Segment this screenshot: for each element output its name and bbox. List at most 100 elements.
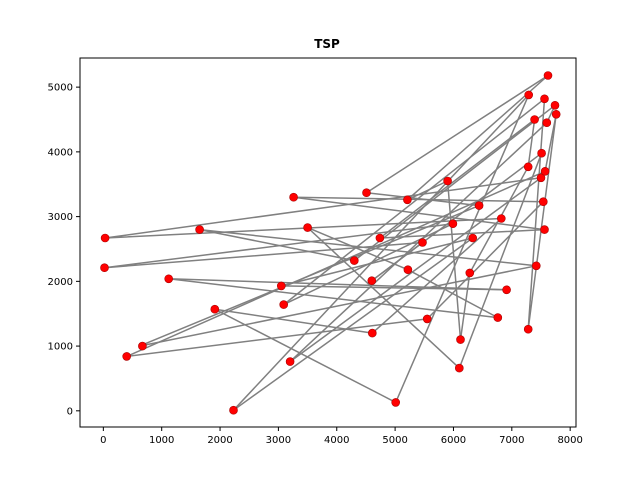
city-point [362,188,371,197]
city-point [468,233,478,243]
city-point [367,328,377,338]
route-segment [292,196,546,231]
route-segment [527,98,546,330]
route-segment [379,228,546,239]
route-segment [232,237,474,411]
city-point [210,304,220,314]
route-segment [306,226,409,271]
route-segment [406,74,549,201]
y-tick-label: 2000 [48,277,73,288]
city-point [540,94,549,104]
city-point [542,118,552,127]
city-point [537,148,546,158]
city-point [367,276,377,286]
city-point [100,263,109,273]
city-point [303,223,312,232]
city-point [138,341,147,351]
x-tick-label: 0 [100,435,106,446]
x-tick-label: 5000 [382,435,407,446]
points-layer [100,71,561,415]
route-segment [198,228,356,262]
route-segment [406,180,449,201]
x-tick-label: 4000 [324,435,349,446]
city-point [448,219,458,228]
city-point [551,110,561,119]
route-segment [125,170,546,358]
route-segment [394,94,530,404]
route-segment [379,118,536,239]
axes-layer: 0 1000 2000 3000 4000 5000 6000 7000 8000 0 1000 20… [48,57,583,446]
city-point [523,324,533,334]
chart-title: TSP [314,37,340,51]
city-point [538,197,548,206]
route-segment [446,180,462,341]
city-point [195,225,204,234]
city-point [543,71,553,80]
route-segment [125,318,428,358]
city-point [443,176,452,186]
city-point [375,233,385,243]
x-tick-label: 2000 [207,435,232,446]
city-point [403,265,413,275]
y-tick-label: 5000 [48,83,73,94]
city-point [536,173,546,183]
route-segment [306,226,461,369]
city-point [523,162,533,172]
route-segment [103,241,424,269]
y-tick-label: 3000 [48,212,73,223]
city-point [540,225,549,234]
route-segment [365,74,549,194]
city-point [122,352,131,361]
city-point [422,314,432,324]
city-point [474,201,484,210]
x-tick-label: 8000 [557,435,582,446]
x-tick-label: 7000 [499,435,524,446]
city-point [289,192,298,202]
route-segment [167,278,508,291]
axes-frame [79,57,577,428]
route-segment [103,222,454,269]
route-segment [167,278,499,319]
route-segment [214,308,397,404]
y-tick-label: 0 [67,406,73,417]
route-segment [353,104,556,262]
city-point [530,115,539,124]
route-layer [103,74,557,411]
city-point [524,90,534,100]
city-point [493,313,503,322]
city-point [418,238,427,247]
route-segment [292,196,545,203]
route-segment [104,177,542,239]
x-tick-label: 1000 [149,435,174,446]
route-segment [280,237,474,287]
city-point [285,357,295,366]
route-segment [527,113,557,330]
city-point [276,281,286,291]
city-point [456,335,465,344]
route-segment [371,217,503,334]
city-point [164,274,173,284]
route-segment [138,265,538,347]
city-point [540,167,550,176]
city-point [403,195,412,205]
y-tick-label: 4000 [48,147,73,158]
route-segment [104,217,503,239]
city-point [279,300,289,309]
route-segment [426,200,545,320]
route-segment [282,222,454,306]
city-point [550,101,560,110]
city-point [100,233,110,243]
x-tick-label: 6000 [441,435,466,446]
city-point [465,268,475,278]
city-point [229,405,238,415]
route-segment [232,94,530,411]
x-tick-label: 3000 [266,435,291,446]
route-segment [459,272,471,341]
route-segment [371,241,424,282]
city-point [391,398,401,407]
route-segment [458,152,543,369]
city-point [496,214,506,223]
city-point [349,256,359,265]
route-segment [282,98,546,306]
